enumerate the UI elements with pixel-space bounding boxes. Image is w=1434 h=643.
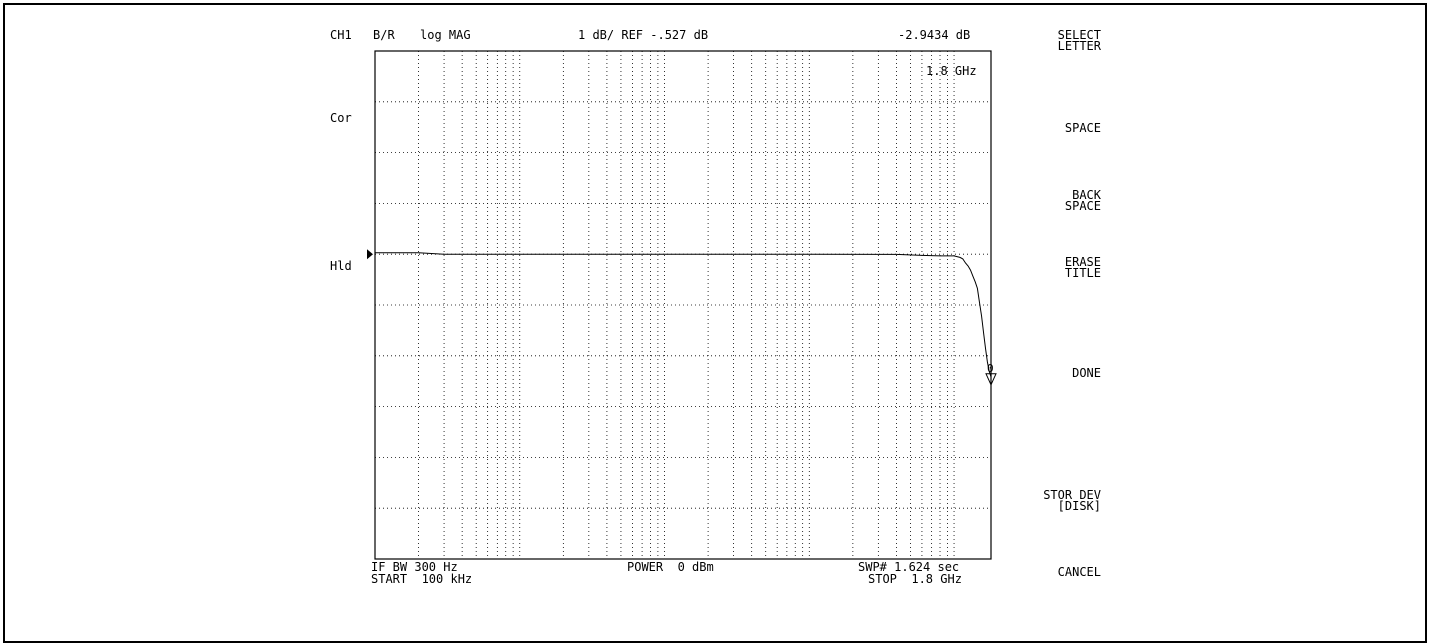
format-label: log MAG: [420, 28, 471, 42]
marker-number-label: 0: [987, 362, 994, 375]
softkey-store-device[interactable]: STOR DEV [DISK]: [1043, 488, 1101, 513]
softkey-select-letter[interactable]: SELECT LETTER: [1057, 28, 1101, 53]
channel-label: CH1: [330, 28, 352, 42]
trace-plot: 0 1.8 GHz: [367, 50, 997, 560]
stop-frequency-label: STOP 1.8 GHz: [868, 572, 962, 586]
measurement-label: B/R: [373, 28, 395, 42]
trace-line: [375, 252, 992, 377]
if-bandwidth-label: IF BW 300 Hz: [371, 560, 458, 574]
plot-border: [374, 50, 992, 560]
softkey-done[interactable]: DONE: [1072, 366, 1101, 380]
softkey-erase-title[interactable]: ERASE TITLE: [1064, 255, 1101, 280]
marker-frequency-label: 1.8 GHz: [926, 64, 977, 78]
softkey-space[interactable]: SPACE: [1064, 121, 1101, 135]
marker-triangle-icon: [985, 373, 997, 386]
reference-position-icon: [367, 249, 373, 260]
marker-value-readout: -2.9434 dB: [898, 28, 971, 42]
softkey-back-space[interactable]: BACK SPACE: [1064, 188, 1101, 213]
plot-grid: [375, 51, 991, 559]
softkey-cancel[interactable]: CANCEL: [1057, 565, 1101, 579]
start-frequency-label: START 100 kHz: [371, 572, 473, 586]
hold-status: Hld: [330, 259, 352, 273]
power-label: POWER 0 dBm: [627, 560, 714, 574]
sweep-time-label: SWP# 1.624 sec: [858, 560, 960, 574]
scale-label: 1 dB/ REF -.527 dB: [578, 28, 709, 42]
correction-status: Cor: [330, 111, 352, 125]
